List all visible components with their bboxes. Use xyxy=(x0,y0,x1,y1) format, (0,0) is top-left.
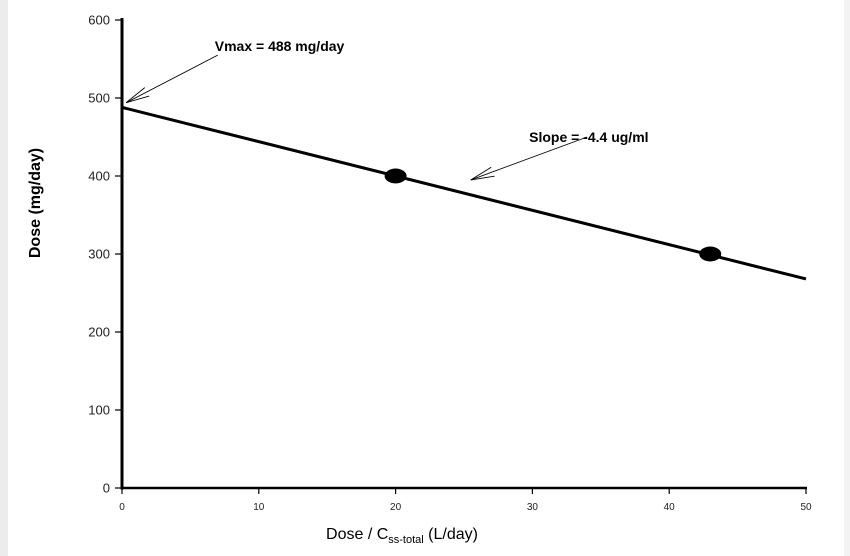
annotation-label: Slope = -4.4 ug/ml xyxy=(529,129,648,145)
annotation-label: Vmax = 488 mg/day xyxy=(215,38,345,54)
left-edge-strip xyxy=(0,0,8,556)
x-tick-label: 40 xyxy=(664,502,676,513)
x-tick-label: 10 xyxy=(253,502,265,513)
annotation-arrow-line xyxy=(470,136,588,181)
regression-line xyxy=(121,105,807,281)
annotation-arrow-head xyxy=(470,166,495,181)
right-edge-strip xyxy=(844,0,850,556)
x-axis-label-suffix: (L/day) xyxy=(424,526,478,543)
x-axis-label-main: Dose / C xyxy=(326,526,388,543)
y-tick-label: 200 xyxy=(88,325,110,340)
x-tick-label: 50 xyxy=(800,502,812,513)
y-tick-label: 0 xyxy=(103,481,110,496)
y-tick-label: 600 xyxy=(88,13,110,28)
annotations: Vmax = 488 mg/day Slope = -4.4 ug/ml xyxy=(125,38,649,181)
ticks: 0 100 200 300 400 500 600 0 10 20 30 40 50 xyxy=(88,13,812,514)
x-axis-label: Dose / Css-total (L/day) xyxy=(326,526,478,546)
y-axis-label: Dose (mg/day) xyxy=(27,148,44,258)
x-tick-label: 30 xyxy=(527,502,539,513)
series xyxy=(121,105,807,281)
annotation-arrow-head xyxy=(125,87,150,104)
data-point xyxy=(699,246,722,262)
y-tick-label: 500 xyxy=(88,91,110,106)
y-tick-label: 400 xyxy=(88,169,110,184)
y-tick-label: 100 xyxy=(88,403,110,418)
annotation-arrow-line xyxy=(125,54,218,104)
x-tick-label: 0 xyxy=(119,502,125,513)
y-tick-label: 300 xyxy=(88,247,110,262)
x-axis-label-subscript: ss-total xyxy=(388,534,423,546)
x-tick-label: 20 xyxy=(390,502,402,513)
data-point xyxy=(384,168,407,184)
